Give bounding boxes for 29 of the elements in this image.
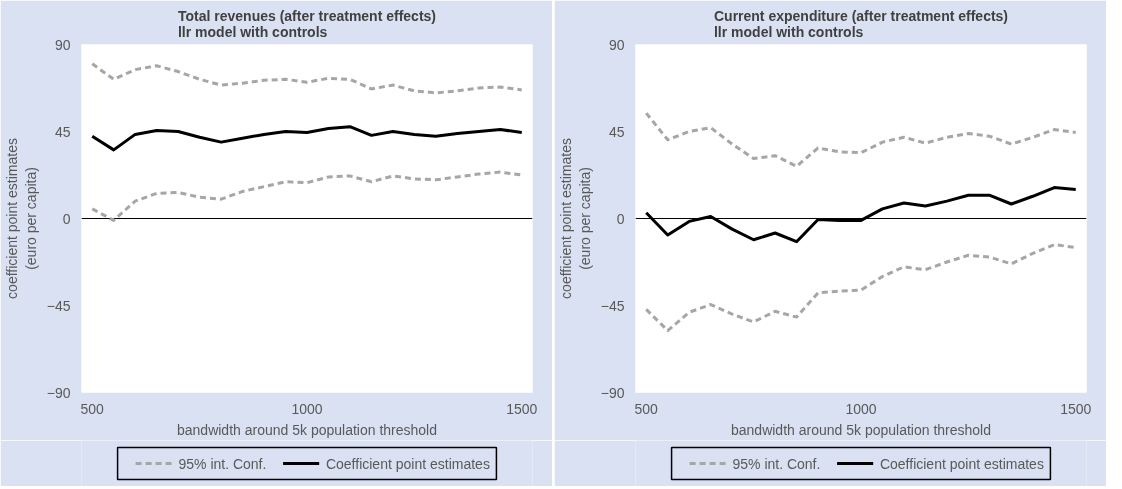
y-tick-label: 90: [54, 36, 71, 53]
chart-title: Total revenues (after treatment effects) llr model with controls: [177, 7, 437, 40]
y-tick-label: 90: [608, 36, 625, 53]
x-tick-label: 1000: [291, 400, 323, 417]
legend-label: 95% int. Conf.: [732, 455, 821, 472]
x-tick-label: 500: [634, 400, 659, 417]
y-tick-label: −90: [600, 384, 625, 401]
y-tick-label: 0: [616, 210, 625, 227]
y-tick-label: −45: [46, 297, 71, 314]
line-series: [644, 111, 1078, 168]
x-tick-label: 1000: [845, 400, 877, 417]
line-series: [90, 125, 524, 152]
y-tick-label: 0: [62, 210, 71, 227]
chart-title: Current expenditure (after treatment effects) llr model with controls: [713, 7, 1009, 40]
legend-label: Coefficient point estimates: [325, 455, 490, 472]
legend-label: Coefficient point estimates: [879, 455, 1044, 472]
line-series: [90, 62, 524, 95]
y-tick-label: −90: [46, 384, 71, 401]
x-axis-title: bandwidth around 5k population threshold: [731, 421, 991, 438]
x-tick-label: 1500: [1060, 400, 1092, 417]
x-tick-label: 500: [80, 400, 105, 417]
x-axis-title: bandwidth around 5k population threshold: [177, 421, 437, 438]
y-tick-label: −45: [600, 297, 625, 314]
y-tick-label: 45: [54, 123, 71, 140]
y-axis-title: coefficient point estimates (euro per capita): [557, 138, 593, 299]
legend-label: 95% int. Conf.: [178, 455, 267, 472]
y-tick-label: 45: [608, 123, 625, 140]
y-axis-title: coefficient point estimates (euro per capita): [3, 138, 39, 299]
x-tick-label: 1500: [506, 400, 538, 417]
